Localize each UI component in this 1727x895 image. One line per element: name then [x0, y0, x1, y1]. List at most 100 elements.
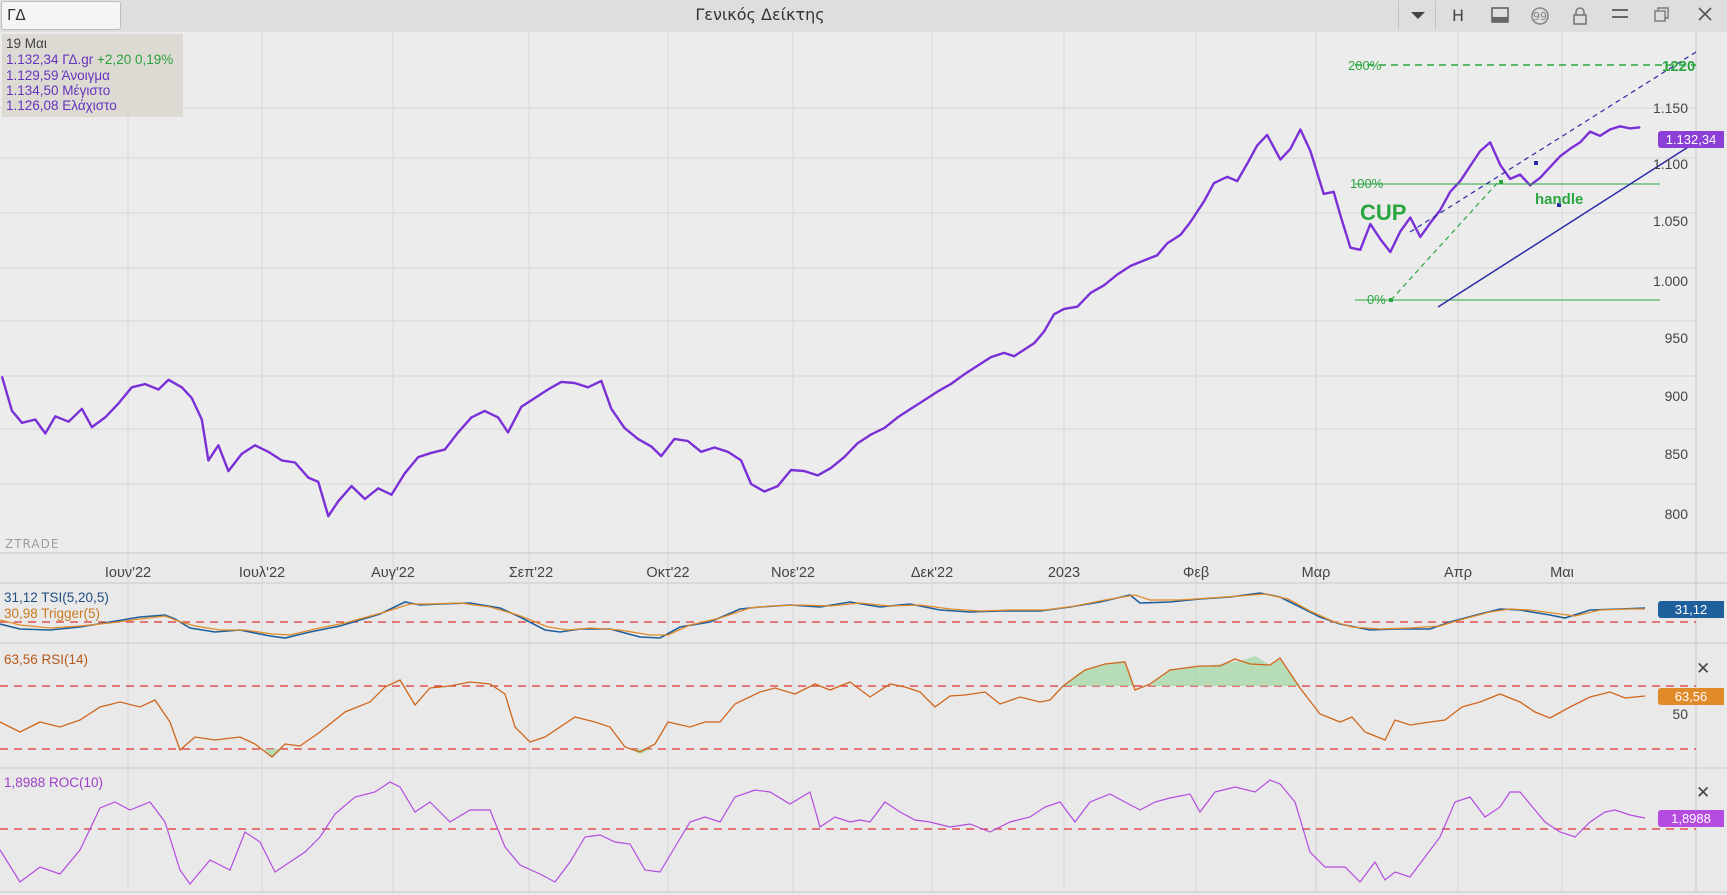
fib-200-label: 200%: [1348, 58, 1382, 73]
title-bar: ΓΔ Γενικός Δείκτης H 99: [0, 0, 1727, 33]
symbol-dropdown-button[interactable]: [1398, 1, 1436, 30]
roc-close-button[interactable]: ✕: [1696, 783, 1711, 803]
price-points: [1, 125, 1641, 517]
price-point-102: [1256, 145, 1258, 147]
price-point-100: [1236, 180, 1238, 182]
price-point-52: [637, 438, 639, 440]
price-axis: 1.150 1.100 1.050 1.000 950 900 850 800 …: [1653, 100, 1688, 722]
price-point-18: [207, 459, 209, 461]
price-point-96: [1189, 221, 1192, 223]
lock-button[interactable]: [1563, 1, 1597, 30]
close-window-button[interactable]: [1688, 1, 1722, 30]
price-point-3: [34, 418, 36, 421]
price-point-7: [81, 408, 83, 410]
x-tick-apr: Απρ: [1444, 565, 1472, 581]
price-point-81: [1013, 355, 1015, 357]
price-point-82: [1023, 349, 1025, 351]
price-point-92: [1143, 259, 1145, 262]
x-tick-jun22: Ιουν'22: [105, 565, 151, 581]
price-point-35: [417, 456, 419, 458]
price-point-33: [390, 494, 393, 496]
price-point-137: [1609, 128, 1611, 131]
price-point-24: [281, 459, 283, 461]
symbol-input[interactable]: ΓΔ: [1, 1, 121, 30]
price-point-127: [1509, 178, 1511, 180]
panel-icon: [1491, 7, 1509, 23]
chart-canvas[interactable]: 1.150 1.100 1.050 1.000 950 900 850 800 …: [0, 32, 1727, 895]
price-point-91: [1130, 265, 1132, 267]
price-point-68: [843, 456, 845, 458]
quote-button[interactable]: 99: [1523, 1, 1557, 30]
price-point-60: [740, 459, 742, 461]
y-tick-1050: 1.050: [1653, 213, 1688, 229]
price-point-125: [1489, 141, 1491, 143]
price-point-67: [830, 467, 832, 469]
info-low: 1.126,08 Ελάχιστο: [6, 98, 117, 113]
price-point-21: [241, 453, 243, 455]
price-point-109: [1333, 191, 1335, 193]
trigger-line-series: [0, 593, 1645, 636]
info-date: 19 Μαι: [6, 36, 47, 51]
price-point-140: [1639, 126, 1641, 128]
svg-text:99: 99: [1533, 10, 1547, 23]
handle-label: handle: [1535, 191, 1583, 208]
price-point-105: [1289, 148, 1291, 150]
rsi-label: 63,56 RSI(14): [4, 652, 89, 667]
rsi-tick-50: 50: [1672, 706, 1688, 722]
price-point-118: [1419, 236, 1421, 238]
restore-button[interactable]: [1645, 1, 1679, 30]
price-value-tag: 1.132,34: [1658, 131, 1724, 148]
price-point-113: [1369, 223, 1371, 225]
restore-icon: [1654, 7, 1669, 22]
h-button[interactable]: H: [1441, 1, 1475, 30]
cup-label: CUP: [1360, 200, 1406, 225]
chevron-down-icon: [1411, 12, 1425, 19]
price-point-112: [1359, 249, 1361, 251]
price-point-36: [430, 452, 433, 454]
price-point-84: [1043, 330, 1045, 333]
price-point-63: [777, 485, 779, 487]
chart-area[interactable]: 1.150 1.100 1.050 1.000 950 900 850 800 …: [0, 32, 1727, 895]
price-point-16: [191, 397, 193, 399]
price-point-117: [1409, 217, 1411, 219]
rsi-close-button[interactable]: ✕: [1696, 659, 1711, 679]
price-point-17: [201, 418, 203, 421]
channel-anchor-2: [1557, 203, 1561, 207]
price-point-139: [1629, 127, 1631, 129]
menu-button[interactable]: [1603, 1, 1637, 30]
price-panel-bg: [0, 32, 1696, 553]
target-label: 1220: [1662, 58, 1695, 75]
price-point-121: [1449, 191, 1451, 193]
price-point-94: [1166, 242, 1168, 244]
price-point-122: [1459, 180, 1461, 182]
price-point-32: [377, 487, 379, 489]
price-point-47: [574, 382, 576, 384]
price-point-0: [1, 376, 3, 378]
price-point-101: [1246, 163, 1248, 165]
x-tick-may: Μαι: [1550, 565, 1574, 581]
x-tick-mar: Μαρ: [1302, 565, 1331, 581]
price-point-38: [457, 431, 459, 433]
close-icon: [1698, 7, 1712, 21]
panel-button[interactable]: [1483, 1, 1517, 30]
price-point-129: [1529, 184, 1531, 186]
price-point-13: [157, 388, 160, 391]
price-point-114: [1379, 238, 1381, 240]
price-point-29: [337, 500, 339, 502]
price-point-85: [1053, 313, 1055, 315]
price-point-106: [1299, 128, 1301, 131]
price-point-130: [1539, 177, 1541, 179]
price-point-30: [351, 485, 353, 487]
price-point-128: [1519, 174, 1521, 176]
price-point-58: [713, 446, 716, 449]
price-point-99: [1226, 176, 1228, 178]
price-point-90: [1116, 273, 1118, 276]
ztrade-watermark: ZTRADE: [5, 537, 60, 551]
price-point-50: [610, 408, 612, 410]
fib-anchor-100: [1499, 180, 1503, 184]
price-point-110: [1339, 214, 1341, 216]
rsi-overbought-fill: [1063, 656, 1300, 686]
price-point-135: [1589, 131, 1591, 133]
price-point-98: [1213, 182, 1215, 184]
tsi-value-tag: 31,12: [1658, 601, 1724, 618]
